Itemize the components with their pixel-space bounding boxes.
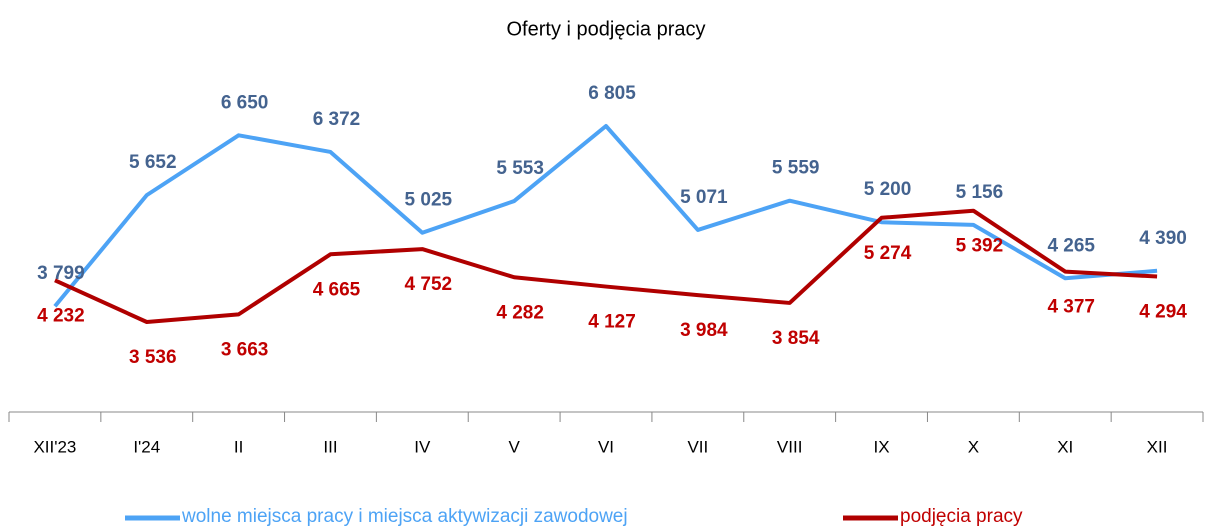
value-label: 4 752 [405,274,453,295]
value-label: 3 799 [37,263,85,284]
value-label: 5 200 [864,179,912,200]
value-label: 4 390 [1139,228,1187,249]
x-tick-label: X [968,437,979,456]
value-label: 3 536 [129,347,177,368]
x-tick-label: VII [687,437,708,456]
value-label: 4 294 [1139,302,1187,323]
value-label: 4 265 [1047,235,1095,256]
line-series [54,208,1158,324]
value-label: 6 372 [313,109,361,130]
value-label: 5 156 [956,182,1004,203]
x-tick-label: I'24 [133,437,160,456]
value-label: 4 377 [1047,297,1095,318]
value-label: 3 663 [221,339,269,360]
legend-label: podjęcia pracy [900,506,1023,527]
value-label: 5 652 [129,152,177,173]
value-label: 4 282 [496,302,544,323]
line-series [53,124,1158,308]
x-tick-label: VI [598,437,614,456]
value-label: 5 274 [864,243,912,264]
value-label: 5 553 [496,158,544,179]
value-label: 3 854 [772,328,820,349]
x-tick-label: III [323,437,337,456]
value-label: 4 127 [588,312,636,333]
value-label: 5 025 [405,190,453,211]
x-tick-label: VIII [777,437,803,456]
chart-title: Oferty i podjęcia pracy [507,18,706,40]
x-tick-label: XII [1147,437,1168,456]
value-label: 4 232 [37,305,85,326]
value-label: 5 071 [680,187,728,208]
legend-label: wolne miejsca pracy i miejsca aktywizacj… [181,506,628,527]
value-label: 3 984 [680,320,728,341]
x-tick-label: IX [874,437,890,456]
value-label: 4 665 [313,279,361,300]
x-tick-label: XII'23 [33,437,76,456]
x-tick-label: XI [1057,437,1073,456]
value-label: 5 559 [772,158,820,179]
value-label: 6 805 [588,83,636,104]
value-label: 6 650 [221,92,269,113]
x-tick-label: IV [414,437,431,456]
value-label: 5 392 [956,236,1004,257]
x-tick-label: V [508,437,520,456]
x-tick-label: II [234,437,243,456]
